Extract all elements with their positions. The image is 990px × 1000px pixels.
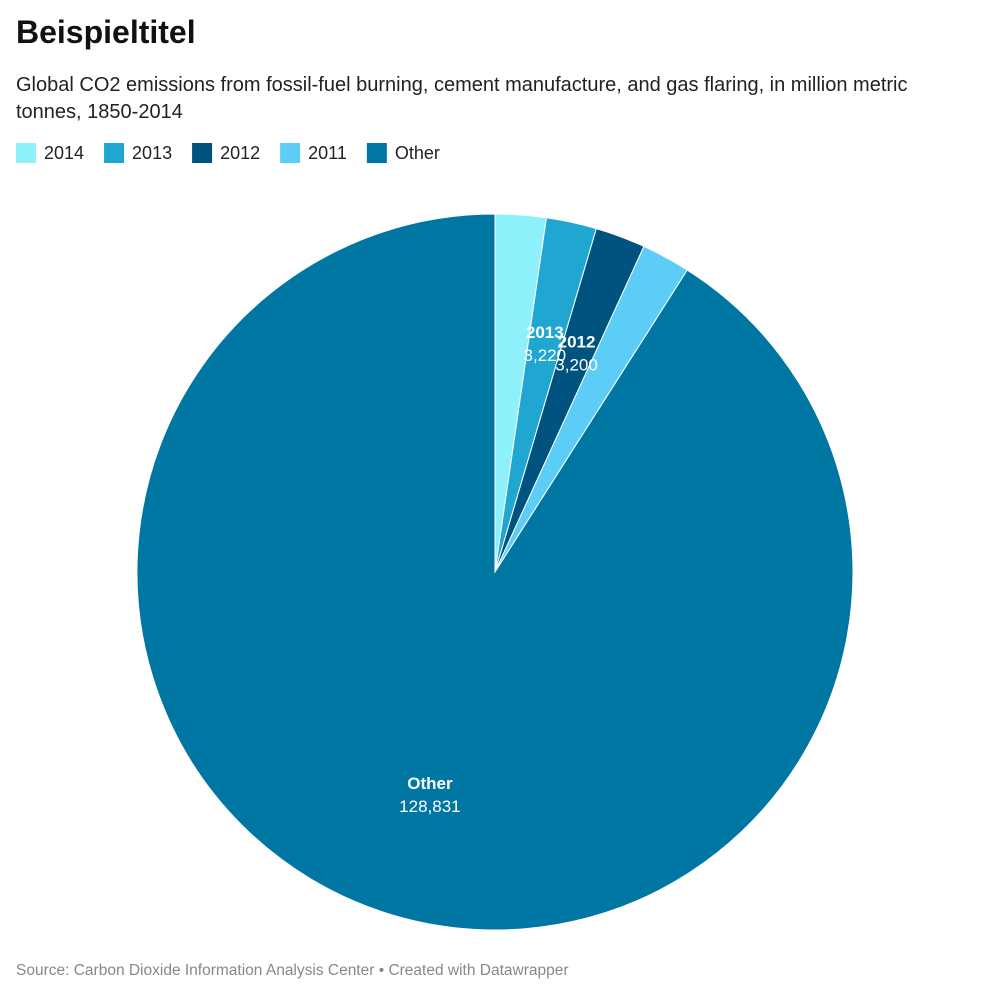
pie-slice — [136, 213, 854, 931]
legend-swatch — [104, 143, 125, 163]
legend-label: Other — [395, 143, 440, 163]
source-note: Source: Carbon Dioxide Information Analy… — [16, 962, 569, 979]
legend-label: 2012 — [220, 143, 260, 163]
slice-value-label: 3,220 — [524, 346, 567, 365]
slice-label: 2013 — [526, 323, 564, 342]
chart-subtitle: Global CO2 emissions from fossil-fuel bu… — [16, 74, 908, 123]
legend-swatch — [366, 143, 387, 163]
legend-swatch — [16, 143, 36, 163]
legend-label: 2011 — [308, 143, 347, 163]
legend-swatch — [192, 143, 213, 163]
slice-label: 2012 — [558, 333, 596, 352]
legend-swatch — [280, 143, 301, 163]
slice-value-label: 3,200 — [555, 356, 598, 375]
slice-value-label: 128,831 — [399, 797, 460, 816]
legend-label: 2013 — [132, 143, 172, 163]
slice-label: Other — [407, 774, 453, 793]
chart-title: Beispieltitel — [16, 14, 196, 50]
chart: 2014 2013 2012 2011 Other20133,22020123,200O… — [16, 143, 854, 931]
legend-label: 2014 — [44, 143, 84, 163]
